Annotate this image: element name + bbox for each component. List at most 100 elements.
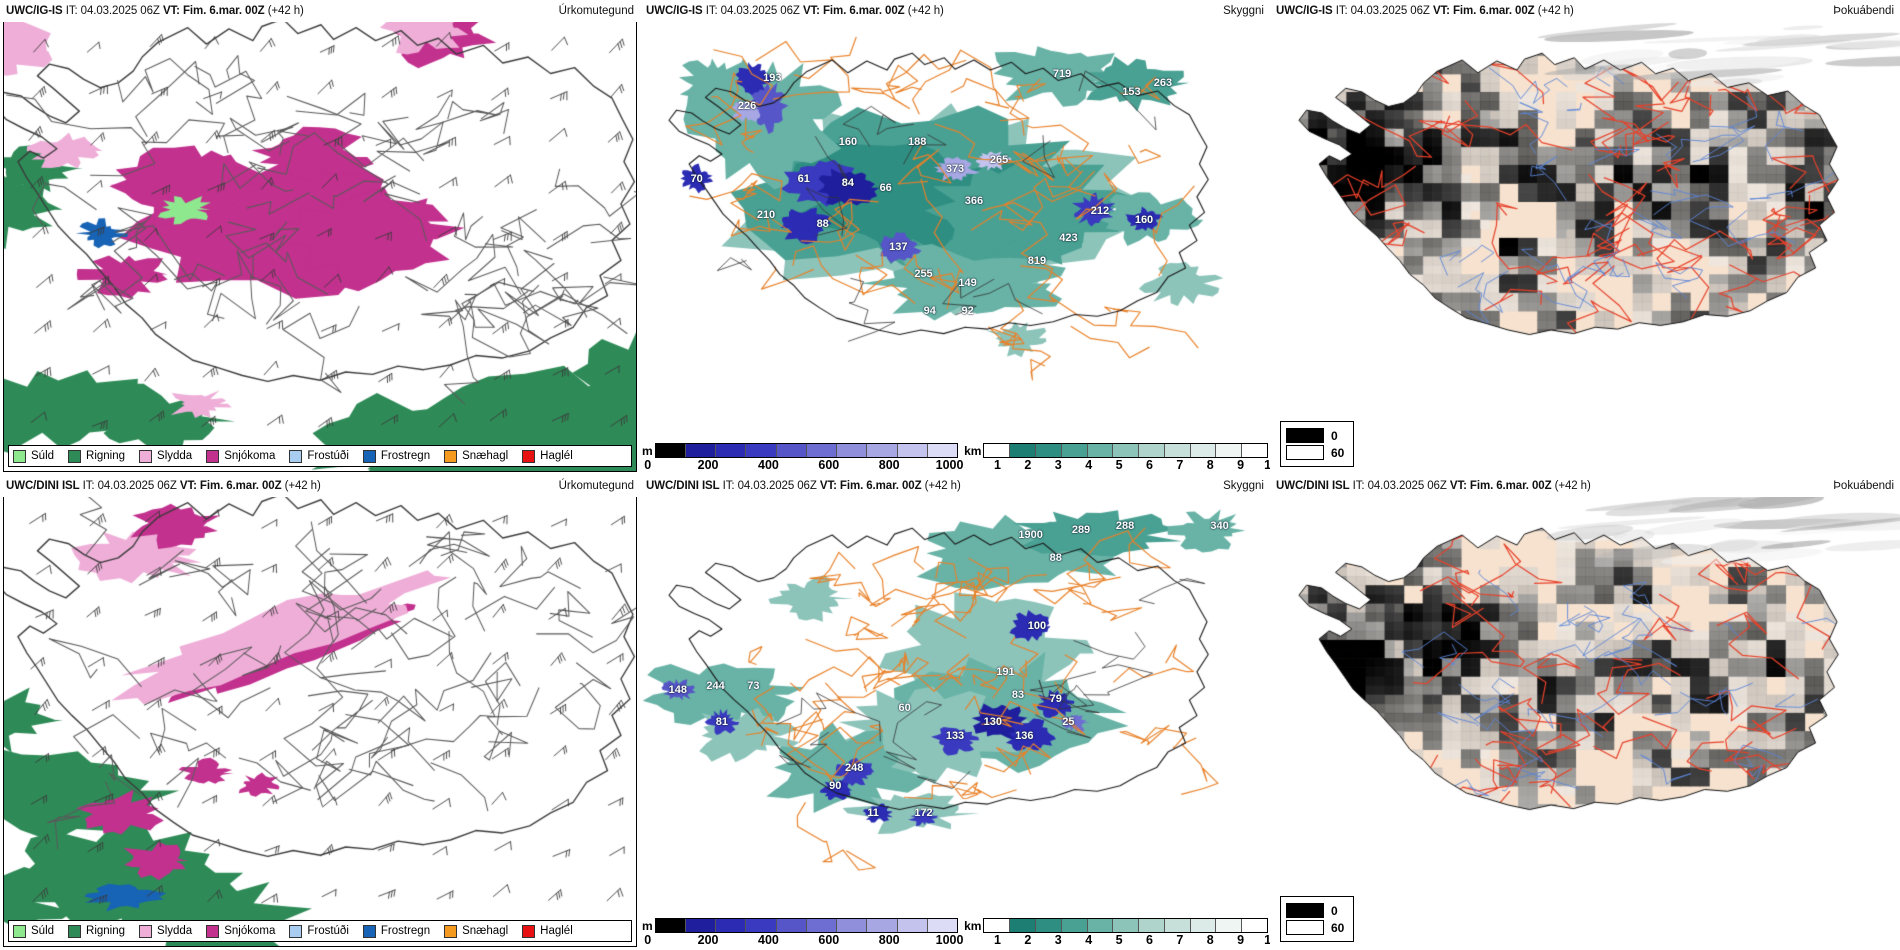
fog-legend-label: 0 — [1331, 428, 1338, 443]
map-frame[interactable]: Súld Rigning Slydda Snjókoma Frostúði Frostre… — [3, 494, 637, 947]
model-name: UWC/IG-IS — [646, 5, 703, 17]
visibility-value-label: 340 — [1210, 519, 1229, 532]
panel-title: UWC/DINI ISL IT: 04.03.2025 06Z VT: Fim.… — [6, 480, 321, 492]
legend-label: Rigning — [86, 925, 126, 937]
fog-legend-swatch — [1286, 445, 1324, 460]
colorbar-segment — [1242, 919, 1268, 932]
valid-time: VT: Fim. 6.mar. 00Z — [162, 5, 265, 17]
visibility-value-label: 88 — [816, 218, 829, 231]
colorbar-unit: m — [642, 918, 653, 933]
map-frame[interactable]: 226 193 160 188 373 265 366 70 61 84 66 210 88 137 423… — [640, 19, 1270, 475]
visibility-value-label: 25 — [1062, 716, 1075, 728]
panel-title: UWC/IG-IS IT: 04.03.2025 06Z VT: Fim. 6.… — [646, 5, 944, 17]
colorbar-unit: km — [964, 443, 982, 458]
legend-item: Frostúði — [289, 449, 349, 463]
parameter-label: Skyggni — [1223, 480, 1264, 492]
panel-dini-visibility[interactable]: UWC/DINI ISL IT: 04.03.2025 06Z VT: Fim.… — [640, 475, 1270, 950]
lead-time: (+42 h) — [1537, 5, 1574, 17]
colorbar-tick: 4 — [1085, 458, 1093, 472]
panel-header: UWC/DINI ISL IT: 04.03.2025 06Z VT: Fim.… — [640, 475, 1270, 497]
visibility-value-label: 130 — [983, 716, 1002, 728]
init-time: IT: 04.03.2025 06Z — [82, 480, 177, 492]
legend-swatch — [139, 924, 153, 938]
colorbar-tick: 400 — [757, 933, 779, 947]
fog-legend-label: 60 — [1331, 445, 1345, 460]
legend-item: Snjókoma — [206, 449, 275, 463]
precip-map-canvas — [4, 495, 636, 946]
panel-title: UWC/DINI ISL IT: 04.03.2025 06Z VT: Fim.… — [646, 480, 961, 492]
colorbar-segment — [746, 444, 777, 457]
map-frame[interactable]: 0 60 — [1270, 19, 1900, 475]
fog-legend-row: 0 — [1286, 428, 1348, 443]
visibility-value-label: 137 — [889, 241, 908, 253]
panel-dini-precip-type[interactable]: UWC/DINI ISL IT: 04.03.2025 06Z VT: Fim.… — [0, 475, 640, 950]
colorbar-segment — [1164, 444, 1191, 457]
fog-legend: 0 60 — [1280, 421, 1354, 467]
model-name: UWC/DINI ISL — [1276, 480, 1350, 492]
colorbar-gradient — [983, 443, 1268, 458]
map-frame[interactable]: 0 60 — [1270, 494, 1900, 950]
model-name: UWC/DINI ISL — [6, 480, 80, 492]
colorbar-tick: 1000 — [935, 933, 964, 947]
precip-type-raster — [4, 495, 636, 946]
panel-dini-fog[interactable]: UWC/DINI ISL IT: 04.03.2025 06Z VT: Fim.… — [1270, 475, 1900, 950]
visibility-raster — [640, 19, 1270, 475]
colorbar-km: km 1 2 3 4 5 6 7 8 9 10 — [964, 918, 1270, 947]
colorbar-segment — [746, 919, 777, 932]
map-frame[interactable]: 1900 289 288 340 88 100 191 148 244 73 81 60 83 79 130… — [640, 494, 1270, 950]
lead-time: (+42 h) — [924, 480, 961, 492]
colorbar-segment — [897, 444, 928, 457]
colorbar-segment — [655, 919, 686, 932]
visibility-value-label: 719 — [1052, 67, 1072, 80]
colorbar-segment — [1035, 919, 1062, 932]
panel-igis-fog[interactable]: UWC/IG-IS IT: 04.03.2025 06Z VT: Fim. 6.… — [1270, 0, 1900, 475]
legend-item: Frostregn — [362, 449, 430, 463]
valid-time: VT: Fim. 6.mar. 00Z — [1432, 5, 1535, 17]
legend-swatch — [362, 924, 376, 938]
visibility-value-label: 210 — [756, 209, 776, 222]
colorbar-segment — [685, 444, 717, 457]
colorbar-gradient — [983, 918, 1268, 933]
panel-igis-precip-type[interactable]: UWC/IG-IS IT: 04.03.2025 06Z VT: Fim. 6.… — [0, 0, 640, 475]
colorbar-ticks: 1 2 3 4 5 6 7 8 9 10 — [964, 933, 1270, 947]
colorbar-segment — [837, 444, 868, 457]
visibility-value-label: 160 — [1134, 213, 1154, 226]
colorbar-segment — [716, 919, 747, 932]
colorbar-segment — [776, 444, 807, 457]
visibility-value-label: 70 — [690, 172, 703, 185]
colorbar-segment — [1242, 444, 1268, 457]
visibility-value-label: 289 — [1071, 524, 1091, 537]
visibility-value-label: 73 — [747, 679, 760, 692]
colorbar-ticks: 0 200 400 600 800 1000 — [642, 933, 963, 947]
parameter-label: Úrkomutegund — [558, 5, 634, 17]
legend-item: Súld — [13, 924, 54, 938]
map-frame[interactable]: Súld Rigning Slydda Snjókoma Frostúði Frostre… — [3, 19, 637, 472]
legend-label: Súld — [31, 450, 55, 462]
colorbar-segment — [1216, 444, 1243, 457]
legend-label: Snæhagl — [462, 925, 509, 937]
legend-item: Snæhagl — [444, 449, 508, 463]
colorbar-tick: 2 — [1024, 933, 1032, 947]
legend-label: Rigning — [86, 450, 126, 462]
visibility-value-label: 149 — [958, 277, 977, 290]
panel-igis-visibility[interactable]: UWC/IG-IS IT: 04.03.2025 06Z VT: Fim. 6.… — [640, 0, 1270, 475]
model-name: UWC/DINI ISL — [646, 480, 720, 492]
precip-type-raster — [4, 20, 636, 471]
colorbar-km: km 1 2 3 4 5 6 7 8 9 10 — [964, 443, 1270, 472]
visibility-value-label: 90 — [829, 779, 842, 792]
panel-header: UWC/IG-IS IT: 04.03.2025 06Z VT: Fim. 6.… — [0, 0, 640, 22]
init-time: IT: 04.03.2025 06Z — [722, 480, 817, 492]
legend-label: Haglél — [540, 450, 573, 462]
fog-raster — [1270, 19, 1900, 475]
colorbar-segment — [1216, 919, 1243, 932]
precip-type-legend: Súld Rigning Slydda Snjókoma Frostúði Frostre… — [8, 920, 632, 942]
valid-time: VT: Fim. 6.mar. 00Z — [1449, 480, 1552, 492]
legend-swatch — [444, 924, 458, 938]
visibility-value-label: 288 — [1115, 519, 1135, 532]
fog-legend-label: 0 — [1331, 903, 1338, 918]
colorbar-tick: 3 — [1054, 933, 1062, 947]
legend-swatch — [206, 449, 220, 463]
panel-header: UWC/IG-IS IT: 04.03.2025 06Z VT: Fim. 6.… — [1270, 0, 1900, 22]
